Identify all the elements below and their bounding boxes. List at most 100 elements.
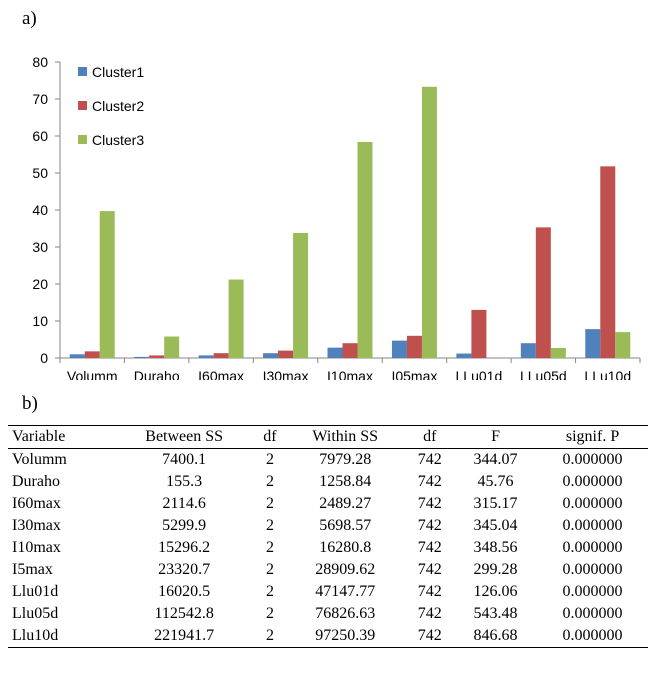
cell-between-ss: 23320.7 (158, 561, 211, 578)
x-tick-label: I60max (198, 368, 244, 380)
cell-df-between: 2 (265, 561, 274, 578)
cell-between-ss: 155.3 (166, 473, 203, 490)
bar-cluster3-i10max (357, 141, 373, 358)
panel-b-label: b) (22, 393, 38, 414)
bar-cluster3-volumm (99, 211, 115, 358)
x-tick-label: Duraho (134, 368, 180, 380)
cell-within-ss: 7979.28 (319, 451, 372, 468)
cell-df-between: 2 (265, 517, 274, 534)
x-tick-label: Volumm (67, 368, 118, 380)
x-tick-label: I05max (391, 368, 437, 380)
cell-df-between: 2 (254, 625, 285, 648)
cell-df-between: 2 (265, 583, 274, 600)
cell-df-between: 2 (265, 495, 274, 512)
bar-cluster3-i30max (293, 232, 309, 358)
table-row: I5max 23320.7 2 28909.62 742 299.28 0.000000 (8, 559, 648, 581)
bar-cluster1-volumm (69, 354, 85, 358)
table-header-row: Variable Between SS df Within SS df F si… (8, 425, 648, 449)
header-f: F (453, 425, 538, 449)
bar-cluster1-i60max (198, 355, 214, 358)
cell-f: 543.48 (473, 605, 518, 622)
cell-signif-p: 0.000000 (562, 583, 623, 600)
cell-signif-p: 0.000000 (562, 605, 623, 622)
bar-cluster1-llu05d (520, 343, 536, 358)
cell-variable: I5max (12, 561, 53, 578)
bar-cluster2-i30max (278, 350, 294, 358)
cell-signif-p: 0.000000 (537, 625, 648, 648)
cell-between-ss: 5299.9 (162, 517, 207, 534)
cell-within-ss: 97250.39 (284, 625, 406, 648)
table-row: Llu10d 221941.7 2 97250.39 742 846.68 0.000000 (8, 625, 648, 648)
cell-signif-p: 0.000000 (562, 517, 623, 534)
cell-df-within: 742 (417, 517, 442, 534)
legend-label-cluster3: Cluster3 (92, 132, 144, 148)
x-tick-label: LLu10d (584, 368, 631, 380)
bar-cluster3-llu10d (615, 332, 631, 358)
bar-cluster1-i10max (327, 347, 343, 358)
table-row: I10max 15296.2 2 16280.8 742 348.56 0.000000 (8, 537, 648, 559)
bar-cluster3-duraho (164, 336, 180, 358)
y-tick-label: 50 (32, 165, 48, 181)
y-tick-label: 70 (32, 91, 48, 107)
bar-cluster1-i30max (263, 353, 279, 358)
table-row: Volumm 7400.1 2 7979.28 742 344.07 0.000000 (8, 449, 648, 472)
bar-cluster2-volumm (84, 351, 100, 358)
header-variable: Variable (8, 425, 114, 449)
header-within-ss: Within SS (284, 425, 406, 449)
bar-cluster1-llu10d (585, 329, 601, 358)
x-tick-label: LLu05d (520, 368, 567, 380)
cell-variable: Llu05d (12, 605, 59, 622)
cell-within-ss: 76826.63 (315, 605, 376, 622)
legend-label-cluster1: Cluster1 (92, 64, 144, 80)
panel-a-label: a) (22, 8, 37, 29)
header-between-ss: Between SS (113, 425, 255, 449)
bar-cluster2-duraho (149, 355, 165, 358)
bar-cluster1-duraho (134, 356, 150, 358)
y-tick-label: 20 (32, 276, 48, 292)
cell-within-ss: 47147.77 (315, 583, 376, 600)
cell-between-ss: 16020.5 (158, 583, 211, 600)
cell-variable: Llu10d (8, 625, 114, 648)
cell-variable: Volumm (12, 451, 67, 468)
cell-df-within: 742 (417, 539, 442, 556)
cell-signif-p: 0.000000 (562, 473, 623, 490)
cell-df-within: 742 (417, 451, 442, 468)
cell-df-between: 2 (265, 605, 274, 622)
cell-df-between: 2 (265, 473, 274, 490)
cell-f: 846.68 (453, 625, 538, 648)
cell-df-between: 2 (265, 451, 274, 468)
bar-cluster3-i60max (228, 279, 244, 358)
cell-f: 315.17 (473, 495, 518, 512)
bar-cluster2-llu01d (471, 309, 487, 358)
legend-label-cluster2: Cluster2 (92, 98, 144, 114)
header-df-between: df (254, 425, 285, 449)
cell-f: 126.06 (473, 583, 518, 600)
cell-signif-p: 0.000000 (562, 451, 623, 468)
table-row: Llu01d 16020.5 2 47147.77 742 126.06 0.000000 (8, 581, 648, 603)
cell-df-within: 742 (417, 495, 442, 512)
cell-signif-p: 0.000000 (562, 561, 623, 578)
cell-f: 344.07 (473, 451, 518, 468)
cell-df-within: 742 (417, 605, 442, 622)
cell-df-within: 742 (405, 625, 454, 648)
header-df-within: df (405, 425, 454, 449)
cell-df-within: 742 (417, 473, 442, 490)
y-tick-label: 0 (40, 350, 48, 366)
bar-cluster2-llu10d (600, 166, 616, 358)
legend-swatch-cluster2 (78, 101, 87, 110)
x-tick-label: I10max (327, 368, 373, 380)
bar-cluster1-llu01d (456, 353, 472, 358)
bar-cluster2-llu05d (535, 227, 551, 358)
cell-signif-p: 0.000000 (562, 495, 623, 512)
legend-swatch-cluster3 (78, 135, 87, 144)
cell-between-ss: 221941.7 (113, 625, 255, 648)
cell-within-ss: 28909.62 (315, 561, 376, 578)
x-tick-label: LLu01d (456, 368, 503, 380)
cell-between-ss: 15296.2 (158, 539, 211, 556)
y-tick-label: 80 (32, 54, 48, 70)
cell-variable: I30max (12, 517, 61, 534)
bar-cluster1-i05max (391, 340, 407, 358)
anova-table: Variable Between SS df Within SS df F si… (8, 425, 648, 648)
cell-within-ss: 2489.27 (319, 495, 372, 512)
cell-df-within: 742 (417, 561, 442, 578)
